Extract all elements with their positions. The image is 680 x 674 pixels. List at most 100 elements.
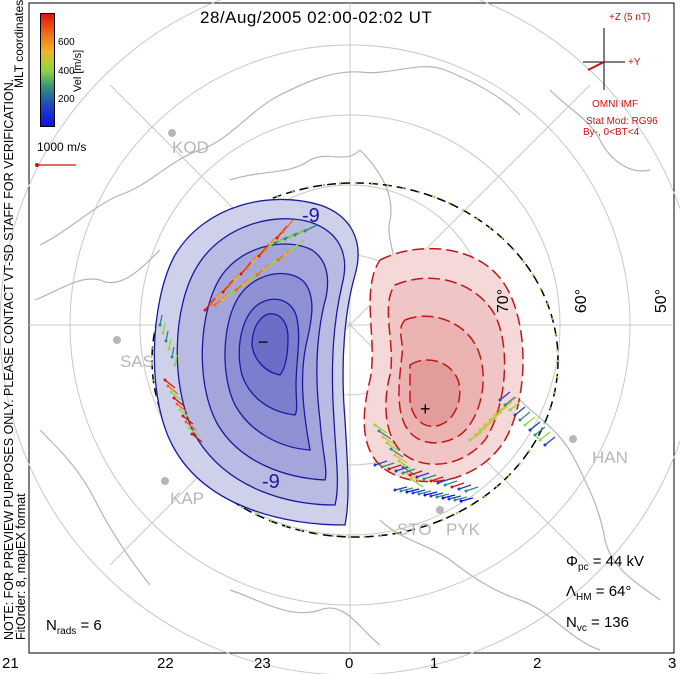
velocity-vector <box>282 219 294 233</box>
velocity-vector-origin <box>417 492 421 496</box>
velocity-vector-origin <box>393 488 397 492</box>
velocity-vector <box>390 448 404 458</box>
velocity-vector <box>170 391 182 401</box>
velocity-vector-origin <box>251 260 255 264</box>
positive-potential-cell <box>363 247 524 483</box>
velocity-vector <box>179 409 191 419</box>
velocity-vector <box>539 431 551 441</box>
velocity-vector-origin <box>397 459 401 463</box>
mlt-tick-23: 23 <box>254 655 271 672</box>
velocity-vector-origin <box>215 296 219 300</box>
velocity-vector <box>291 239 305 251</box>
velocity-vector-origin <box>181 414 185 418</box>
velocity-vector-origin <box>178 408 182 412</box>
velocity-vector <box>514 406 526 416</box>
velocity-vector-origin <box>167 347 171 351</box>
velocity-vector-origin <box>457 487 461 491</box>
velocity-vector <box>509 401 521 411</box>
station-kap: KAP <box>170 489 205 508</box>
velocity-vector <box>499 391 511 401</box>
velocity-vector-origin <box>473 433 477 437</box>
velocity-vector <box>164 379 176 389</box>
velocity-vector-origin <box>245 266 249 270</box>
velocity-vector-origin <box>173 363 177 367</box>
velocity-vector-origin <box>187 426 191 430</box>
velocity-vector-origin <box>399 489 403 493</box>
radar-count: Nrads = 6 <box>46 617 102 637</box>
velocity-vector-origin <box>393 453 397 457</box>
velocity-vector-origin <box>459 499 463 503</box>
velocity-vector <box>424 491 438 496</box>
velocity-vector-origin <box>273 241 277 245</box>
imf-dial <box>583 28 625 90</box>
velocity-colorbar <box>40 13 55 127</box>
velocity-vector-origin <box>303 229 307 233</box>
velocity-vector <box>395 466 409 472</box>
velocity-vector-origin <box>268 243 272 247</box>
velocity-vector-origin <box>175 402 179 406</box>
velocity-vector-origin <box>429 479 433 483</box>
velocity-vector-origin <box>538 438 542 442</box>
hm-latitude: ΛHM = 64° <box>566 583 632 603</box>
velocity-vector-origin <box>281 230 285 234</box>
velocity-vector <box>304 224 318 232</box>
colorbar-tick-400: 400 <box>58 66 75 77</box>
velocity-vector <box>529 421 541 431</box>
velocity-vector-origin <box>283 237 287 241</box>
velocity-vector <box>437 478 451 484</box>
mlt-tick-1: 1 <box>430 655 439 672</box>
velocity-vector <box>162 322 166 334</box>
velocity-vector-origin <box>170 355 174 359</box>
velocity-vector-origin <box>283 253 287 257</box>
velocity-vector-origin <box>220 298 224 302</box>
velocity-vector <box>410 478 424 488</box>
station-sto: STO <box>397 520 432 539</box>
coordinate-system-note: MLT coordinates <box>12 0 26 88</box>
reference-vector-label: 1000 m/s <box>37 140 87 154</box>
velocity-vector-origin <box>290 248 294 252</box>
velocity-vector <box>159 314 163 326</box>
velocity-vector-origin <box>422 477 426 481</box>
velocity-vector <box>386 442 400 452</box>
potential-min-marker: − <box>258 332 269 352</box>
velocity-vector <box>454 496 468 501</box>
velocity-vector-origin <box>401 471 405 475</box>
velocity-vector-origin <box>190 432 194 436</box>
velocity-vector-origin <box>498 408 502 412</box>
potential-max-marker: + <box>420 399 431 419</box>
velocity-vector-origin <box>483 423 487 427</box>
velocity-vector <box>409 470 423 476</box>
velocity-vector-origin <box>227 284 231 288</box>
velocity-vector <box>406 488 420 493</box>
imf-y-label: +Y <box>628 57 641 68</box>
velocity-vector <box>444 480 458 486</box>
plot-frame <box>28 2 675 654</box>
mlt-tick-3: 3 <box>668 655 677 672</box>
velocity-vector-origin <box>389 447 393 451</box>
velocity-vector-origin <box>255 273 259 277</box>
vector-count: Nvc = 136 <box>566 614 629 634</box>
mlt-tick-22: 22 <box>157 655 174 672</box>
velocity-vector <box>416 472 430 478</box>
velocity-vector-origin <box>373 423 377 427</box>
velocity-vector-origin <box>435 495 439 499</box>
velocity-vector <box>382 436 396 446</box>
velocity-vector <box>191 433 203 443</box>
colorbar-tick-200: 200 <box>58 94 75 105</box>
velocity-vector-origin <box>429 494 433 498</box>
mlt-tick-0: 0 <box>345 655 354 672</box>
velocity-vector <box>168 338 172 350</box>
velocity-vector-origin <box>394 469 398 473</box>
velocity-vector <box>398 460 412 470</box>
station-sas: SAS <box>120 352 155 371</box>
velocity-vector <box>394 454 408 464</box>
velocity-vector-origin <box>262 268 266 272</box>
velocity-vector <box>460 497 474 502</box>
mlt-tick-21: 21 <box>2 655 19 672</box>
velocity-vector-origin <box>381 435 385 439</box>
velocity-vector-origin <box>377 429 381 433</box>
velocity-vector <box>436 493 450 498</box>
imf-source: OMNI IMF <box>592 99 639 110</box>
negative-potential-cell <box>153 198 359 526</box>
velocity-vector-origin <box>209 302 213 306</box>
